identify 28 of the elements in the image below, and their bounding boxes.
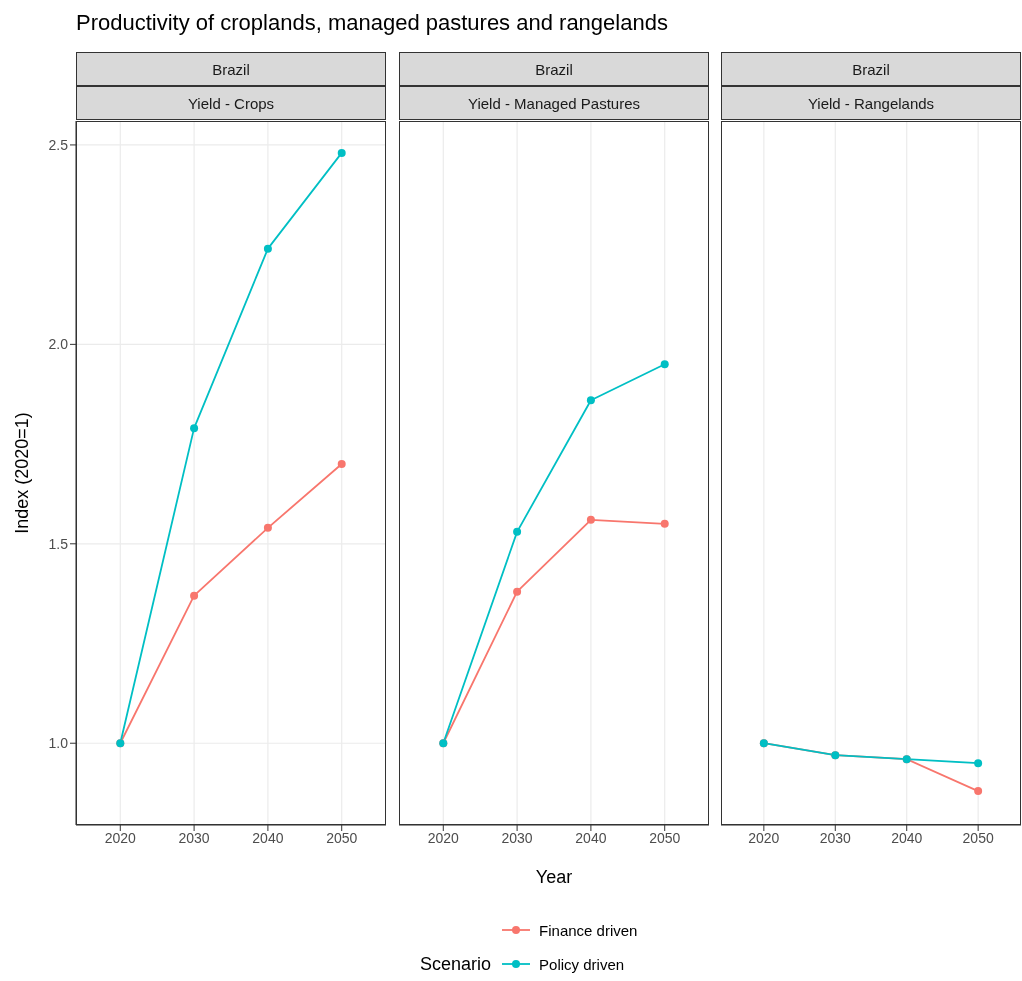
x-tick-label: 2050	[962, 829, 994, 846]
x-axis-title: Year	[535, 867, 573, 888]
x-tick-label: 2020	[427, 829, 460, 846]
y-tick-label: 1.0	[48, 735, 69, 752]
x-tick-label: 2030	[501, 829, 533, 846]
chart-subtitle: Yield - Rangelands	[721, 86, 1021, 120]
legend-label: Finance driven	[539, 921, 638, 939]
chart-title: Brazil	[399, 52, 709, 86]
y-tick-label: 2.5	[48, 136, 69, 153]
legend-title: Scenario	[420, 953, 492, 976]
chart-title: Brazil	[721, 52, 1021, 86]
text: Productivity of croplands, managed pastures and rangelands	[76, 10, 668, 36]
y-tick-label: 2.0	[48, 336, 69, 353]
y-axis-title: Index (2020=1)	[11, 412, 33, 534]
x-tick-label: 2050	[649, 829, 681, 846]
x-tick-label: 2020	[748, 829, 780, 846]
x-tick-label: 2030	[178, 829, 210, 846]
x-tick-label: 2040	[252, 829, 284, 846]
x-tick-label: 2020	[104, 829, 137, 846]
legend-label: Policy driven	[539, 955, 625, 973]
x-tick-label: 2030	[819, 829, 852, 846]
chart-subtitle: Yield - Crops	[76, 86, 386, 120]
chart-subtitle: Yield - Managed Pastures	[399, 86, 709, 120]
y-tick-label: 1.5	[48, 535, 69, 552]
x-tick-label: 2050	[326, 829, 358, 846]
chart-title: Brazil	[76, 52, 386, 86]
x-tick-label: 2040	[575, 829, 607, 846]
x-tick-label: 2040	[891, 829, 923, 846]
